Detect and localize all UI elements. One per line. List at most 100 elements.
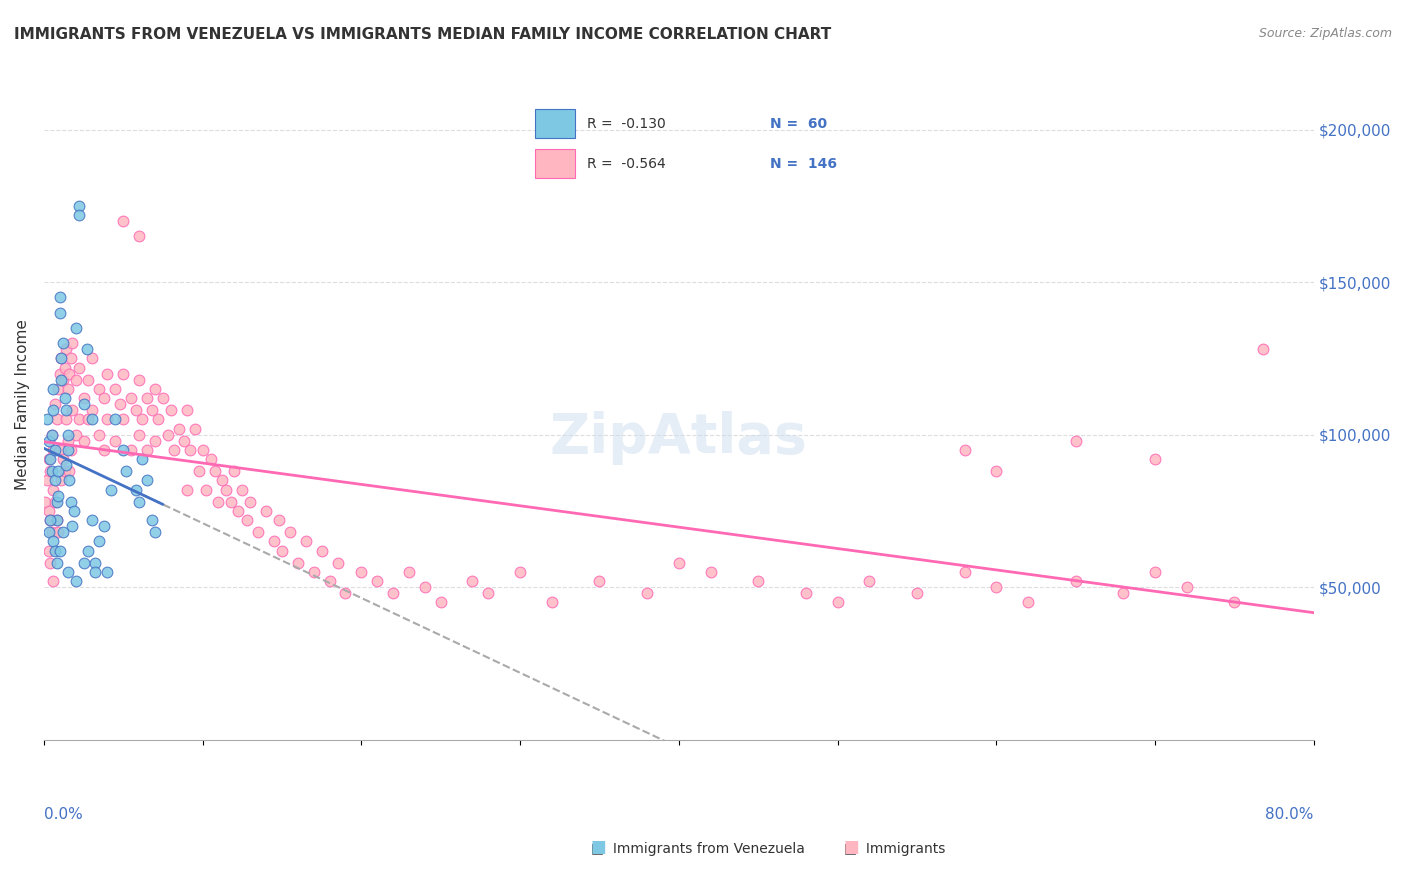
Immigrants: [104, 434, 127, 448]
Immigrants: [152, 391, 174, 405]
Immigrants: [1144, 452, 1167, 467]
Immigrants from Venezuela: [89, 534, 111, 549]
Immigrants from Venezuela: [35, 412, 58, 426]
Immigrants from Venezuela: [67, 199, 90, 213]
Immigrants: [239, 495, 262, 509]
Immigrants: [194, 483, 217, 497]
Immigrants: [62, 336, 84, 351]
Immigrants from Venezuela: [49, 290, 72, 304]
Immigrants from Venezuela: [80, 513, 103, 527]
Immigrants from Venezuela: [42, 403, 65, 417]
Immigrants: [52, 452, 75, 467]
Immigrants from Venezuela: [55, 403, 77, 417]
Immigrants from Venezuela: [44, 543, 66, 558]
Immigrants: [477, 586, 499, 600]
Y-axis label: Median Family Income: Median Family Income: [15, 318, 30, 490]
Immigrants: [699, 565, 721, 579]
Immigrants: [953, 565, 976, 579]
Immigrants: [80, 403, 103, 417]
Immigrants from Venezuela: [52, 336, 75, 351]
Immigrants: [42, 574, 65, 588]
Immigrants from Venezuela: [65, 574, 87, 588]
Immigrants: [207, 495, 229, 509]
Immigrants: [160, 403, 183, 417]
Immigrants from Venezuela: [52, 525, 75, 540]
Immigrants: [55, 412, 77, 426]
Immigrants from Venezuela: [45, 495, 67, 509]
Immigrants: [413, 580, 436, 594]
Immigrants: [104, 382, 127, 396]
Immigrants: [44, 495, 66, 509]
Immigrants from Venezuela: [44, 474, 66, 488]
Immigrants: [112, 367, 135, 381]
Text: Source: ZipAtlas.com: Source: ZipAtlas.com: [1258, 27, 1392, 40]
Immigrants: [540, 595, 562, 609]
Immigrants: [51, 474, 73, 488]
Immigrants: [128, 427, 150, 442]
Text: ■: ■: [844, 838, 859, 856]
Immigrants from Venezuela: [83, 556, 105, 570]
Immigrants: [167, 421, 190, 435]
Immigrants: [191, 442, 214, 457]
Immigrants: [366, 574, 388, 588]
Immigrants: [56, 434, 79, 448]
Immigrants: [1064, 574, 1087, 588]
Immigrants: [72, 391, 94, 405]
Immigrants from Venezuela: [80, 412, 103, 426]
Immigrants from Venezuela: [83, 565, 105, 579]
Immigrants: [39, 556, 62, 570]
Immigrants: [326, 556, 349, 570]
Immigrants: [335, 586, 357, 600]
Immigrants from Venezuela: [51, 351, 73, 366]
Immigrants: [42, 483, 65, 497]
Immigrants: [224, 464, 246, 478]
Immigrants: [93, 391, 115, 405]
Immigrants: [108, 397, 131, 411]
Immigrants: [44, 397, 66, 411]
Immigrants from Venezuela: [46, 489, 69, 503]
Immigrants: [58, 464, 80, 478]
Immigrants: [176, 483, 198, 497]
Immigrants: [382, 586, 405, 600]
Immigrants: [219, 495, 242, 509]
Immigrants from Venezuela: [131, 452, 153, 467]
Immigrants: [67, 360, 90, 375]
Immigrants: [188, 464, 211, 478]
Immigrants from Venezuela: [41, 427, 63, 442]
Immigrants: [398, 565, 420, 579]
Immigrants from Venezuela: [49, 543, 72, 558]
Immigrants: [125, 403, 148, 417]
Immigrants: [148, 412, 170, 426]
Immigrants: [986, 580, 1008, 594]
Immigrants: [294, 534, 316, 549]
Immigrants from Venezuela: [96, 565, 118, 579]
Immigrants: [254, 504, 277, 518]
Immigrants: [46, 382, 69, 396]
Immigrants: [143, 382, 166, 396]
Immigrants: [128, 373, 150, 387]
Immigrants: [318, 574, 340, 588]
Immigrants: [953, 442, 976, 457]
Immigrants from Venezuela: [39, 452, 62, 467]
Immigrants from Venezuela: [38, 434, 60, 448]
Immigrants from Venezuela: [62, 519, 84, 533]
Immigrants from Venezuela: [45, 513, 67, 527]
Immigrants: [45, 513, 67, 527]
Immigrants: [143, 434, 166, 448]
Immigrants from Venezuela: [42, 534, 65, 549]
Immigrants: [136, 442, 159, 457]
Immigrants from Venezuela: [41, 464, 63, 478]
Immigrants from Venezuela: [45, 556, 67, 570]
Immigrants: [39, 513, 62, 527]
Immigrants: [287, 556, 309, 570]
Immigrants from Venezuela: [49, 305, 72, 319]
Immigrants: [271, 543, 294, 558]
Immigrants: [67, 412, 90, 426]
Immigrants: [53, 360, 76, 375]
Immigrants: [41, 427, 63, 442]
Immigrants: [59, 351, 82, 366]
Immigrants: [39, 464, 62, 478]
Immigrants from Venezuela: [128, 495, 150, 509]
Immigrants: [173, 434, 195, 448]
Immigrants: [80, 351, 103, 366]
